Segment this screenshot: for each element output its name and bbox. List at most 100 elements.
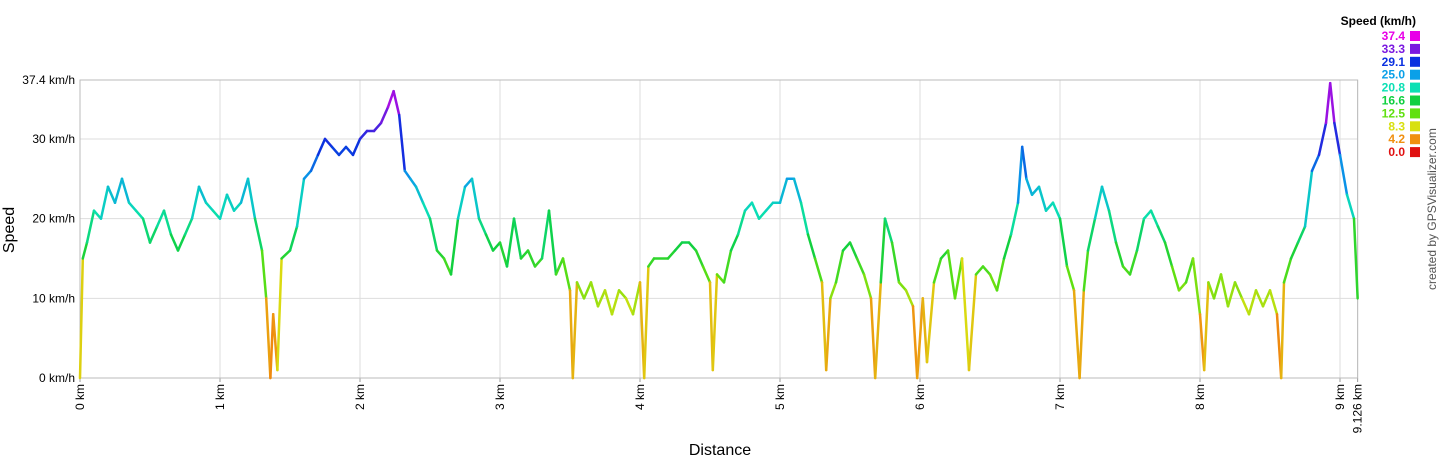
speed-segment	[1233, 281, 1244, 300]
speed-segment	[764, 201, 775, 212]
speed-segment	[1156, 225, 1167, 244]
speed-segment	[428, 217, 439, 252]
speed-segment	[1135, 217, 1146, 252]
speed-segment	[232, 201, 243, 212]
speed-segment	[631, 281, 642, 316]
speed-segment	[701, 265, 712, 284]
speed-segment	[1279, 281, 1286, 380]
speed-segment	[932, 257, 943, 284]
speed-segment	[421, 201, 432, 220]
speed-segment	[939, 249, 950, 260]
speed-segment	[120, 177, 131, 204]
speed-segment	[890, 241, 901, 284]
speed-segment	[526, 249, 537, 268]
speed-segment	[642, 265, 650, 380]
speed-segment	[921, 297, 929, 364]
speed-segment	[610, 289, 621, 316]
speed-segment	[498, 241, 509, 268]
speed-segment	[1128, 249, 1139, 276]
speed-segment	[547, 209, 558, 276]
speed-segment	[1345, 193, 1356, 220]
speed-segment	[1289, 241, 1300, 260]
speed-segment	[409, 177, 418, 189]
speed-segment	[505, 217, 516, 268]
speed-segment	[463, 177, 474, 189]
speed-segment	[491, 241, 502, 252]
speed-segment	[169, 233, 180, 252]
legend-label: 20.8	[1382, 81, 1406, 95]
x-tick-label: 1 km	[213, 384, 227, 410]
speed-segment	[1100, 185, 1111, 212]
x-tick-label: 5 km	[773, 384, 787, 410]
speed-segment	[736, 209, 747, 236]
x-tick-label: 4 km	[633, 384, 647, 410]
speed-segment	[323, 137, 334, 149]
speed-segment	[351, 137, 362, 157]
speed-segment	[687, 241, 698, 252]
speed-segment	[1002, 233, 1013, 260]
speed-segment	[1219, 273, 1230, 308]
speed-segment	[946, 249, 957, 300]
x-tick-label: 7 km	[1053, 384, 1067, 410]
speed-segment	[1254, 289, 1265, 308]
speed-segment	[1212, 273, 1223, 300]
legend-swatch	[1410, 95, 1420, 106]
speed-segment	[1082, 249, 1090, 292]
speed-segment	[967, 273, 978, 372]
speed-segment	[554, 257, 565, 276]
speed-segment	[589, 281, 600, 308]
speed-segment	[1170, 265, 1181, 292]
speed-segment	[92, 209, 103, 220]
speed-segment	[915, 297, 925, 380]
legend-swatch	[1410, 147, 1420, 158]
y-tick-label: 20 km/h	[32, 212, 75, 226]
speed-segment	[953, 257, 964, 300]
speed-segment	[974, 265, 985, 276]
speed-segment	[792, 177, 803, 204]
speed-segment	[162, 209, 173, 236]
speed-segment	[715, 273, 726, 284]
legend-swatch	[1410, 121, 1420, 132]
speed-segment	[134, 209, 145, 220]
speed-segment	[1086, 217, 1097, 252]
speed-segment	[1333, 121, 1342, 157]
speed-segment	[855, 257, 866, 276]
speed-segment	[1114, 241, 1125, 268]
speed-segment	[1107, 209, 1118, 244]
speed-segment	[246, 177, 257, 220]
speed-segment	[1051, 201, 1062, 220]
speed-segment	[848, 241, 859, 260]
speed-segment	[456, 185, 467, 220]
speed-segment	[1044, 201, 1055, 212]
speed-segment	[1296, 225, 1307, 244]
speed-segment	[302, 169, 313, 181]
speed-segment	[1037, 185, 1048, 212]
speed-segment	[862, 273, 873, 300]
speed-segment	[911, 305, 919, 380]
speed-segment	[1065, 265, 1076, 292]
speed-segment	[981, 265, 992, 276]
speed-segment	[1072, 289, 1081, 380]
speed-segment	[1240, 297, 1251, 316]
speed-segment	[358, 129, 369, 141]
speed-segment	[582, 281, 593, 300]
x-tick-label: 2 km	[353, 384, 367, 410]
legend-label: 33.3	[1382, 42, 1406, 56]
speed-segment	[1310, 153, 1321, 173]
speed-segment	[1025, 177, 1034, 196]
speed-segment	[820, 281, 828, 372]
speed-segment	[276, 257, 283, 372]
x-tick-label: 0 km	[73, 384, 87, 410]
speed-segment	[449, 217, 460, 276]
speed-segment	[253, 217, 264, 252]
speed-segment	[1207, 281, 1216, 300]
speed-segment	[1328, 81, 1336, 125]
y-axis-title: Speed	[1, 207, 18, 253]
speed-segment	[617, 289, 628, 300]
legend-swatch	[1410, 108, 1420, 119]
speed-segment	[806, 233, 817, 260]
speed-segment	[1163, 241, 1174, 268]
speed-segment	[330, 145, 341, 157]
speed-segment	[239, 177, 250, 204]
